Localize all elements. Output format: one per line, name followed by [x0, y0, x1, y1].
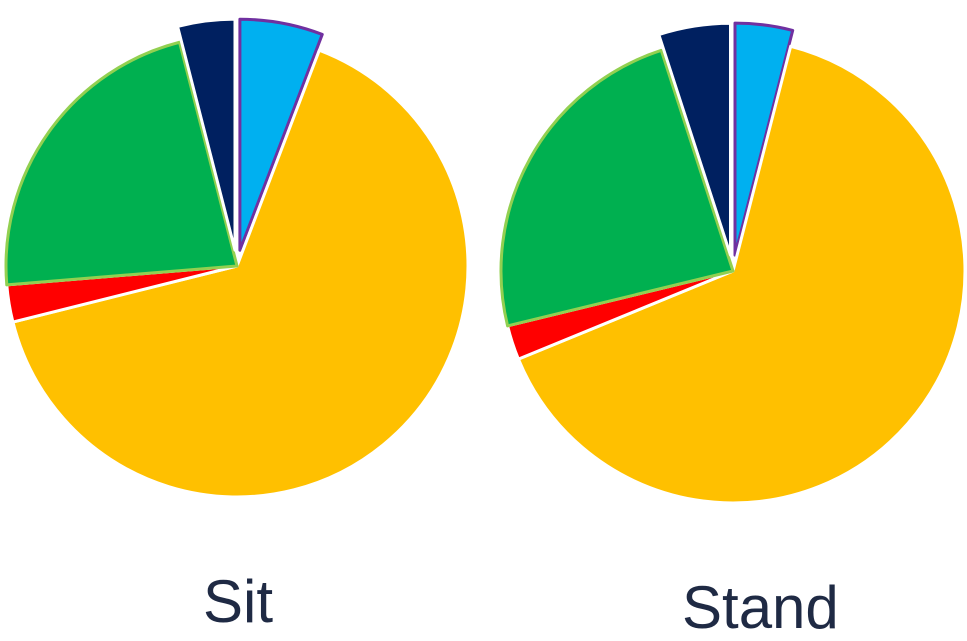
pie-chart-stand — [499, 21, 967, 505]
pie-slice-stand-1 — [733, 21, 795, 257]
pie-slice-sit-4 — [4, 40, 239, 287]
pie-slice-stand-5 — [657, 21, 732, 257]
pie-slice-sit-2 — [11, 48, 470, 499]
pie-slice-sit-5 — [176, 17, 237, 252]
pie-slice-stand-4 — [499, 48, 735, 328]
pie-slice-sit-1 — [238, 17, 324, 252]
chart-title-sit: Sit — [203, 568, 274, 635]
chart-title-stand: Stand — [682, 574, 839, 641]
pie-chart-sit — [4, 17, 470, 499]
pie-slice-stand-2 — [516, 44, 967, 505]
